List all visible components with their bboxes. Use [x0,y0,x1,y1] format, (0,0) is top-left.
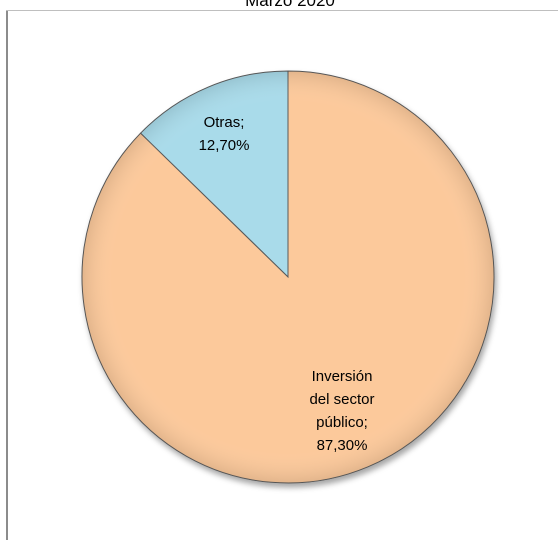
frame-top-border [6,10,558,11]
slice-label-line: Inversión [312,368,373,385]
slice-label-line: Otras; [204,114,245,131]
chart-title: Marzo 2020 [245,0,335,10]
slice-label-line: 87,30% [317,437,368,454]
slice-label-line: del sector [309,391,374,408]
slice-label-otras: Otras; 12,70% [199,114,250,154]
slice-label-line: 12,70% [199,137,250,154]
slice-label-line: público; [316,414,368,431]
slice-label-inversion-sector-publico: Inversión del sector público; 87,30% [309,368,374,454]
frame-left-border [6,10,8,540]
